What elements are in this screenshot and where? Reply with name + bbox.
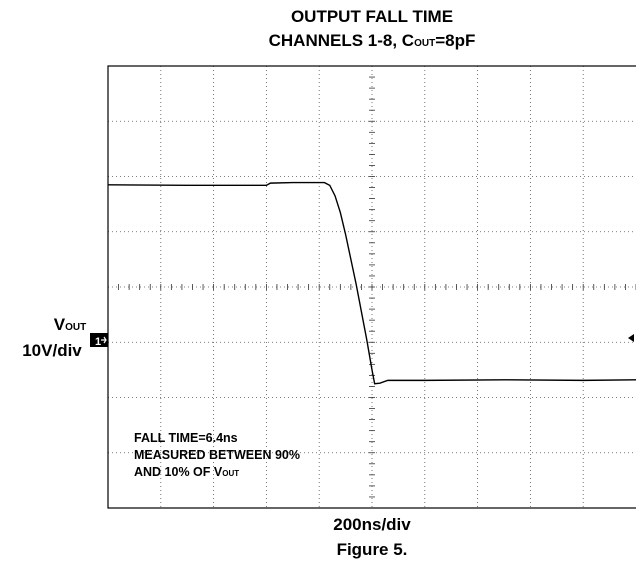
subtitle-part: =8pF	[435, 31, 475, 50]
channel-box	[90, 333, 108, 347]
plot-frame	[107, 65, 636, 509]
figure-caption: Figure 5.	[337, 540, 408, 559]
subtitle-subscript: OUT	[414, 38, 435, 49]
channel-marker: 1	[95, 336, 101, 348]
annotation-line: AND 10% OF VOUT	[134, 465, 239, 479]
y-axis-scale: 10V/div	[22, 341, 82, 360]
chart-title: OUTPUT FALL TIME	[291, 7, 453, 26]
annotation-subscript: OUT	[222, 469, 239, 478]
trace	[107, 181, 636, 385]
y-axis-label: VOUT	[54, 315, 86, 334]
y-label-part: V	[54, 315, 66, 334]
subtitle-part: CHANNELS 1-8, C	[269, 31, 414, 50]
trigger-marker	[628, 334, 634, 342]
channel-arrow	[101, 336, 107, 344]
chart-subtitle: CHANNELS 1-8, COUT=8pF	[269, 31, 476, 50]
x-axis-label: 200ns/div	[333, 515, 411, 534]
y-label-subscript: OUT	[65, 322, 86, 333]
annotation-part: AND 10% OF V	[134, 465, 223, 479]
annotation-line: MEASURED BETWEEN 90%	[134, 448, 300, 462]
annotation-line: FALL TIME=6.4ns	[134, 431, 238, 445]
grid	[107, 65, 636, 509]
